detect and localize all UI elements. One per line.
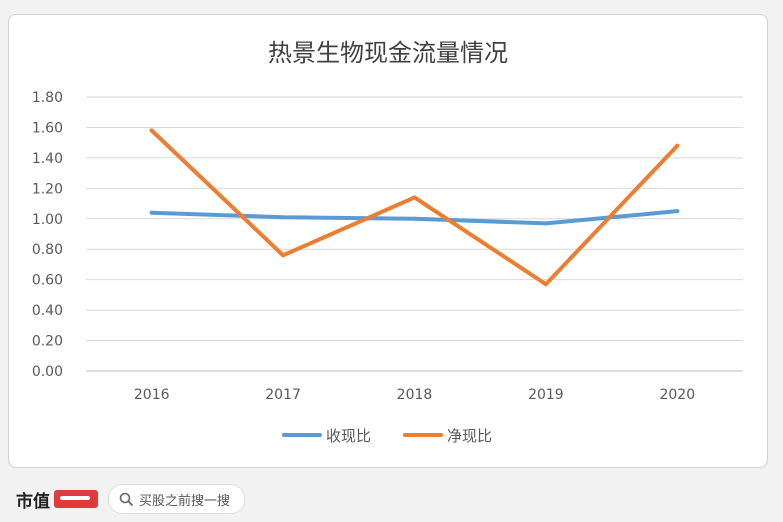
x-axis-ticks: 2016 2017 2018 2019 2020 — [134, 387, 695, 403]
legend-label: 净现比 — [447, 427, 492, 445]
legend-label: 收现比 — [326, 427, 371, 445]
y-axis-ticks: 0.00 0.20 0.40 0.60 0.80 1.00 1.20 1.40 1.60 1.80 — [32, 90, 63, 380]
y-tick-label: 1.60 — [32, 120, 63, 136]
y-tick-label: 0.00 — [32, 364, 63, 380]
data-point — [412, 195, 417, 200]
y-tick-label: 0.60 — [32, 273, 63, 289]
y-tick-label: 0.80 — [32, 242, 63, 258]
data-point — [675, 143, 680, 148]
search-placeholder: 买股之前搜一搜 — [139, 493, 231, 509]
line-chart: 热景生物现金流量情况 0.00 0.20 0.40 0.60 0.80 1.00 1.20 1… — [32, 39, 743, 445]
data-point — [543, 282, 548, 287]
brand-mark-icon — [54, 490, 98, 508]
data-point — [149, 210, 154, 215]
data-point — [675, 209, 680, 214]
x-tick-label: 2019 — [528, 387, 564, 403]
brand-logo[interactable]: 市值 — [16, 487, 98, 512]
chart-card: 热景生物现金流量情况 0.00 0.20 0.40 0.60 0.80 1.00 1.20 1… — [8, 14, 768, 468]
legend: 收现比 净现比 — [282, 427, 492, 445]
y-tick-label: 0.40 — [32, 303, 63, 319]
gridlines — [86, 96, 743, 372]
x-tick-label: 2016 — [134, 387, 170, 403]
chart-title: 热景生物现金流量情况 — [268, 39, 508, 67]
series-lines — [149, 128, 680, 287]
brand-name: 市值 — [16, 491, 50, 512]
data-point — [281, 215, 286, 220]
x-tick-label: 2018 — [397, 387, 433, 403]
y-tick-label: 1.40 — [32, 151, 63, 167]
data-point — [412, 216, 417, 221]
search-box[interactable]: 买股之前搜一搜 — [108, 484, 246, 514]
y-tick-label: 1.00 — [32, 212, 63, 228]
data-point — [281, 253, 286, 258]
data-point — [543, 221, 548, 226]
y-tick-label: 0.20 — [32, 334, 63, 350]
y-tick-label: 1.20 — [32, 181, 63, 197]
series-line-1 — [149, 128, 680, 287]
data-point — [149, 128, 154, 133]
x-tick-label: 2020 — [659, 387, 695, 403]
x-tick-label: 2017 — [265, 387, 301, 403]
search-icon — [119, 492, 133, 506]
footer-bar: 市值 买股之前搜一搜 — [0, 476, 783, 522]
y-tick-label: 1.80 — [32, 90, 63, 106]
